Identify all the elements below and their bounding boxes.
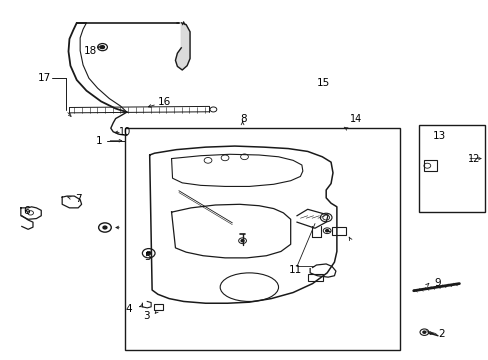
Text: 16: 16 <box>157 97 170 107</box>
Circle shape <box>422 331 425 333</box>
Bar <box>307 274 323 281</box>
Text: 9: 9 <box>434 278 441 288</box>
Text: 6: 6 <box>23 206 30 216</box>
Text: 17: 17 <box>38 73 51 83</box>
Bar <box>125 128 399 350</box>
Text: 3: 3 <box>142 311 149 321</box>
Circle shape <box>101 46 104 49</box>
Text: 4: 4 <box>125 304 132 314</box>
Circle shape <box>103 226 107 229</box>
Text: 5: 5 <box>143 252 150 262</box>
Text: 14: 14 <box>349 113 362 123</box>
Text: 1: 1 <box>95 136 102 146</box>
Bar <box>424 160 436 171</box>
Bar <box>331 227 345 235</box>
Bar <box>153 304 163 310</box>
Bar <box>418 125 484 212</box>
Text: 11: 11 <box>288 265 302 275</box>
Text: 8: 8 <box>240 113 246 123</box>
Circle shape <box>146 252 150 255</box>
Text: 15: 15 <box>316 78 329 88</box>
Text: 12: 12 <box>467 154 479 164</box>
Text: 7: 7 <box>75 194 81 203</box>
Text: 13: 13 <box>431 131 445 141</box>
Text: 2: 2 <box>437 329 444 339</box>
Text: 10: 10 <box>119 127 131 137</box>
Polygon shape <box>175 23 190 70</box>
Text: 18: 18 <box>83 46 97 56</box>
Circle shape <box>325 230 328 232</box>
Circle shape <box>241 240 244 242</box>
